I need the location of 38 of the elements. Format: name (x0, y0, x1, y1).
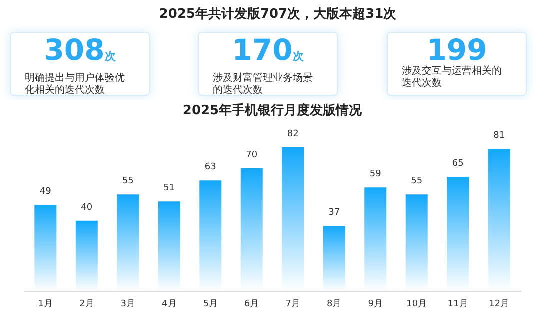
bar (117, 194, 140, 291)
data-label: 37 (328, 208, 340, 218)
text: 199 (426, 33, 488, 67)
x-tick-label: 6月 (244, 300, 260, 310)
data-label: 55 (411, 176, 423, 187)
bar (158, 202, 180, 291)
text: 明确提出与用户体验优化相关的迭代次数 (25, 73, 126, 97)
data-label: 70 (246, 150, 258, 160)
bar (406, 194, 428, 291)
x-tick-label: 10月 (406, 300, 428, 310)
data-label: 40 (81, 202, 93, 213)
data-label: 49 (40, 187, 52, 198)
bar (76, 220, 98, 291)
bar (34, 205, 57, 291)
data-label: 63 (204, 162, 216, 173)
x-tick-label: 12月 (489, 300, 510, 310)
text: 308次 (43, 33, 117, 69)
data-label: 81 (494, 131, 506, 142)
data-label: 59 (370, 170, 382, 180)
chart-title: 2025年手机银行月度发版情况 (182, 102, 364, 118)
x-tick-label: 2月 (80, 300, 94, 310)
text: 2025年共计发版707次，大版本超31次 (158, 6, 398, 23)
data-label: 82 (287, 129, 299, 140)
x-tick-label: 11月 (448, 300, 468, 310)
x-tick-label: 5月 (203, 300, 218, 310)
text: 涉及财富管理业务场景的迭代次数 (213, 73, 314, 97)
text: 涉及交互与运营相关的迭代次数 (402, 66, 503, 90)
x-tick-label: 3月 (120, 300, 136, 310)
x-tick-label: 8月 (327, 300, 342, 310)
x-tick-label: 1月 (38, 300, 54, 310)
data-label: 65 (452, 159, 464, 170)
data-label: 51 (164, 184, 176, 194)
bar (323, 226, 346, 291)
x-tick-label: 7月 (286, 300, 300, 310)
x-tick-label: 9月 (368, 300, 383, 310)
text: 170次 (231, 33, 305, 69)
x-tick-label: 4月 (162, 300, 177, 310)
data-label: 55 (122, 176, 134, 187)
